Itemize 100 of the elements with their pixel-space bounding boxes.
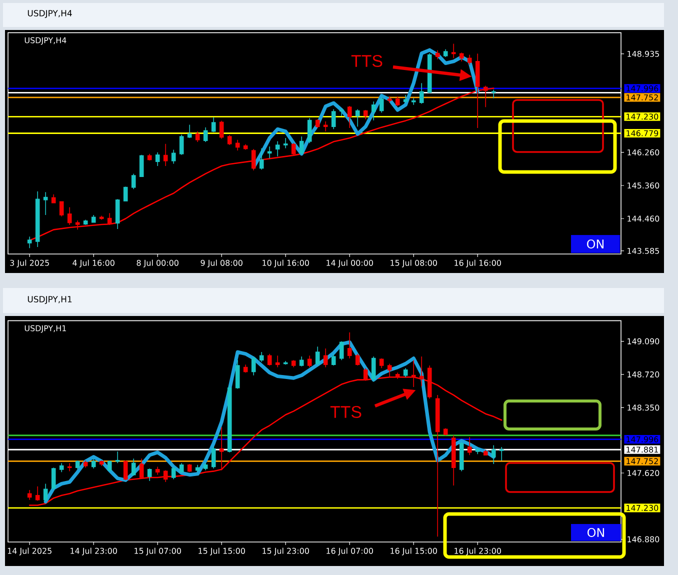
candlestick <box>355 108 360 127</box>
candlestick <box>443 48 448 58</box>
candlestick <box>195 130 200 142</box>
candlestick <box>435 394 440 538</box>
candlestick <box>307 355 312 368</box>
candlestick <box>363 110 368 120</box>
candlestick <box>179 134 184 156</box>
candlestick <box>219 426 224 471</box>
candlestick <box>451 43 456 58</box>
candlestick <box>123 460 128 481</box>
candlestick <box>307 118 312 144</box>
candlestick <box>283 360 288 365</box>
candlestick <box>459 441 464 472</box>
candlestick <box>331 108 336 130</box>
candlestick <box>251 356 256 376</box>
candlestick <box>427 365 432 400</box>
candlestick <box>259 148 264 170</box>
candlestick <box>347 332 352 359</box>
candlestick <box>323 348 328 368</box>
candlestick <box>387 96 392 104</box>
candlestick <box>35 486 40 502</box>
candlestick <box>139 154 144 178</box>
candlestick <box>339 340 344 361</box>
candlestick <box>315 346 320 366</box>
candlestick <box>275 355 280 368</box>
candlestick <box>499 446 504 461</box>
candlestick <box>179 462 184 474</box>
candlestick <box>171 466 176 480</box>
candlestick <box>43 483 48 502</box>
candlestick <box>187 464 192 472</box>
candlestick <box>315 118 320 128</box>
line-series <box>44 340 496 504</box>
candlestick <box>235 139 240 151</box>
candlestick <box>451 434 456 486</box>
candlestick <box>147 468 152 482</box>
candlestick <box>75 460 80 470</box>
candlestick <box>347 106 352 128</box>
candlestick <box>155 152 160 166</box>
candlestick <box>83 460 88 468</box>
candlestick <box>163 470 168 482</box>
candlestick <box>371 101 376 121</box>
candlestick <box>403 94 408 104</box>
candlestick <box>259 352 264 362</box>
candlestick <box>299 356 304 367</box>
candlestick <box>339 108 344 116</box>
candlestick <box>139 458 144 479</box>
candlestick <box>227 384 232 453</box>
candlestick <box>187 124 192 138</box>
candlestick <box>67 206 72 226</box>
candlestick <box>211 446 216 469</box>
line-series <box>252 48 480 169</box>
candlestick <box>219 120 224 140</box>
candlestick <box>115 198 120 230</box>
candlestick <box>387 363 392 378</box>
candlestick <box>251 148 256 171</box>
candlestick <box>491 444 496 464</box>
candlestick <box>67 462 72 472</box>
candlestick <box>411 360 416 388</box>
candlestick <box>355 353 360 366</box>
candlestick <box>99 215 104 220</box>
annotation: TTS <box>351 54 382 67</box>
candlestick <box>435 50 440 60</box>
candlestick <box>35 190 40 248</box>
candlestick <box>163 143 168 166</box>
text: ON <box>587 239 604 249</box>
candlestick <box>59 462 64 472</box>
candlestick <box>211 116 216 133</box>
candlestick <box>195 464 200 472</box>
candlestick <box>363 368 368 382</box>
chart-title: USDJPY,H4 <box>28 10 72 18</box>
candlestick <box>475 448 480 455</box>
candlestick <box>115 451 120 464</box>
candlestick <box>227 134 232 146</box>
candlestick <box>323 121 328 132</box>
candlestick <box>483 449 488 456</box>
candlestick <box>491 89 496 99</box>
candlestick <box>171 149 176 164</box>
candlestick <box>467 436 472 456</box>
candlestick <box>107 460 112 472</box>
candlestick <box>107 212 112 226</box>
candlestick <box>291 142 296 156</box>
candlestick <box>395 96 400 106</box>
candlestick <box>419 82 424 104</box>
candlestick <box>155 466 160 476</box>
candlestick <box>371 356 376 382</box>
candlestick <box>403 368 408 378</box>
candlestick <box>243 364 248 374</box>
candlestick <box>379 358 384 369</box>
candlestick <box>99 460 104 466</box>
candlestick <box>123 186 128 202</box>
candlestick <box>483 85 488 108</box>
candlestick <box>203 126 208 142</box>
candlestick <box>75 220 80 230</box>
candlestick <box>443 428 448 436</box>
candlestick <box>267 146 272 159</box>
candlestick <box>147 153 152 161</box>
candlestick <box>419 356 424 386</box>
candlestick <box>91 458 96 469</box>
candlestick <box>395 372 400 380</box>
candlestick <box>91 214 96 224</box>
